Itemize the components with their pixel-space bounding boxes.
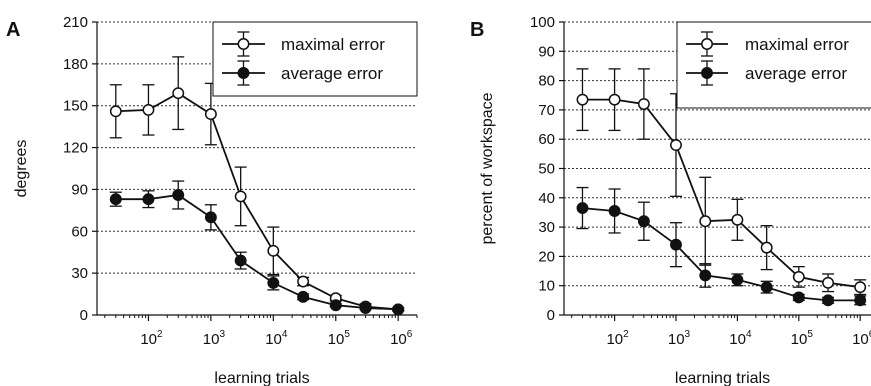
x-tick-label: 106 <box>852 329 871 348</box>
x-tick-label: 103 <box>668 329 691 348</box>
panel-B: 0 10 20 30 40 50 60 70 80 90 100 102 103 104 105 106 Ble… <box>470 14 871 386</box>
y-tick-label: 70 <box>538 102 555 119</box>
data-point <box>204 108 217 121</box>
y-tick-label: 60 <box>71 223 88 240</box>
y-tick-label: 0 <box>80 307 88 324</box>
y-axis-title: percent of workspace <box>479 92 496 244</box>
data-point <box>822 294 835 307</box>
data-point <box>608 93 621 106</box>
series-average <box>576 186 867 307</box>
panel-A: 0 30 60 90 120 150 180 210 102 103 104 105 106 Alearn… <box>6 14 418 386</box>
data-point <box>854 281 867 294</box>
panel-letter: B <box>470 19 484 41</box>
legend-marker <box>237 67 250 79</box>
panel-letter: A <box>6 19 20 41</box>
x-tick-label: 105 <box>791 329 814 348</box>
y-tick-label: 30 <box>71 265 88 282</box>
data-point <box>792 291 805 304</box>
legend-label: average error <box>745 64 847 83</box>
y-tick-label: 0 <box>547 307 555 324</box>
y-tick-label: 90 <box>538 43 555 60</box>
data-point <box>329 299 342 312</box>
x-tick-label: 103 <box>203 329 226 348</box>
data-point <box>172 87 185 100</box>
series-line <box>115 194 399 311</box>
x-tick-label: 104 <box>265 329 288 348</box>
data-point <box>234 254 247 267</box>
x-tick-label: 106 <box>390 329 413 348</box>
data-point <box>854 294 867 307</box>
data-point <box>731 213 744 226</box>
x-tick-label: 105 <box>328 329 351 348</box>
data-point <box>172 189 185 201</box>
legend-marker <box>237 38 250 50</box>
data-point <box>109 105 122 118</box>
data-point <box>670 238 682 251</box>
data-point <box>760 241 773 254</box>
data-point <box>576 202 589 215</box>
data-point <box>637 215 650 228</box>
data-point <box>142 103 155 116</box>
data-point <box>297 290 310 303</box>
y-tick-label: 150 <box>63 98 88 115</box>
y-tick-label: 30 <box>538 219 555 236</box>
y-tick-label: 40 <box>538 190 555 207</box>
data-point <box>576 93 589 106</box>
series-maximal <box>576 68 867 296</box>
x-tick-label: 104 <box>729 329 752 348</box>
series-line <box>582 98 861 289</box>
legend-marker <box>701 38 713 50</box>
data-point <box>204 211 217 224</box>
data-point <box>267 244 280 257</box>
series-line <box>115 92 399 311</box>
x-axis-title: learning trials <box>675 370 770 386</box>
y-tick-label: 210 <box>63 14 88 31</box>
y-tick-label: 90 <box>71 181 88 198</box>
data-point <box>699 215 712 228</box>
data-point <box>297 275 310 288</box>
data-point <box>637 98 650 110</box>
data-point <box>359 302 372 314</box>
series-line <box>582 207 861 302</box>
data-point <box>608 205 621 217</box>
legend-label: maximal error <box>745 35 849 54</box>
legend-label: maximal error <box>281 35 385 54</box>
y-tick-label: 180 <box>63 56 88 73</box>
data-point <box>760 281 773 294</box>
x-axis-title: learning trials <box>214 370 309 386</box>
x-tick-label: 102 <box>140 329 163 348</box>
data-point <box>267 276 280 289</box>
data-point <box>792 270 805 283</box>
legend-marker <box>701 67 713 79</box>
y-tick-label: 20 <box>538 248 555 265</box>
data-point <box>822 276 835 289</box>
legend-box <box>212 21 418 97</box>
data-point <box>731 273 744 286</box>
data-point <box>392 303 405 316</box>
legend-label: average error <box>281 64 383 83</box>
series-average <box>109 180 405 316</box>
legend: maximal error average error <box>676 21 871 109</box>
legend: maximal error average error <box>212 21 418 97</box>
data-point <box>234 190 247 203</box>
legend-box <box>676 21 871 109</box>
data-point <box>142 193 155 206</box>
data-point <box>109 193 122 206</box>
x-tick-label: 102 <box>606 329 629 348</box>
data-point <box>699 269 712 282</box>
y-tick-label: 120 <box>63 140 88 157</box>
y-axis-title: degrees <box>13 140 30 198</box>
y-tick-label: 60 <box>538 131 555 148</box>
y-tick-label: 100 <box>530 14 555 31</box>
data-point <box>670 139 682 152</box>
y-tick-label: 80 <box>538 73 555 90</box>
y-tick-label: 50 <box>538 161 555 178</box>
y-tick-label: 10 <box>538 278 555 295</box>
